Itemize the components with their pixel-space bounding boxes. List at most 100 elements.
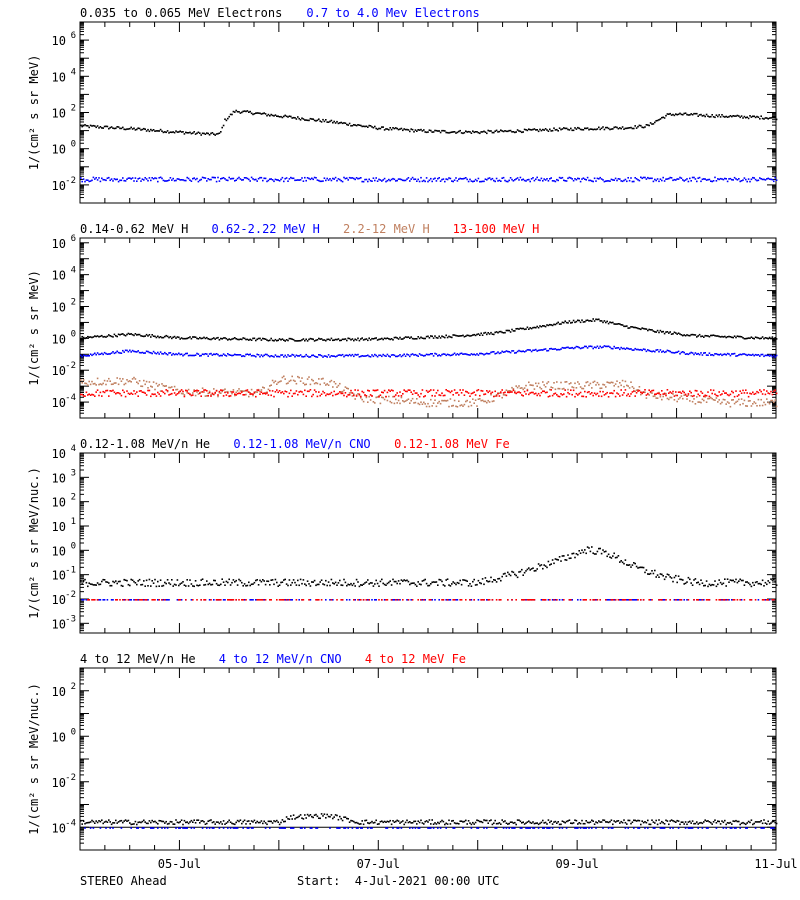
data-point bbox=[508, 129, 510, 132]
data-point bbox=[479, 398, 481, 400]
data-point bbox=[354, 178, 356, 181]
data-point bbox=[663, 392, 666, 395]
data-point bbox=[96, 599, 99, 601]
data-point bbox=[269, 389, 271, 392]
data-point bbox=[570, 557, 572, 559]
data-point bbox=[235, 354, 237, 356]
data-point bbox=[176, 393, 179, 395]
data-point bbox=[292, 354, 295, 356]
data-point bbox=[344, 354, 347, 357]
data-point bbox=[238, 176, 240, 179]
data-point bbox=[694, 578, 697, 580]
data-point bbox=[280, 392, 282, 394]
data-point bbox=[690, 391, 692, 394]
data-point bbox=[312, 178, 314, 181]
data-point bbox=[92, 394, 95, 396]
data-point bbox=[589, 128, 592, 130]
data-point bbox=[679, 112, 681, 115]
data-point bbox=[264, 177, 267, 180]
data-point bbox=[379, 580, 382, 583]
data-point bbox=[628, 348, 631, 350]
data-point bbox=[183, 584, 186, 586]
data-point bbox=[117, 392, 120, 394]
data-point bbox=[525, 328, 527, 330]
data-point bbox=[710, 354, 712, 356]
data-point bbox=[178, 178, 180, 180]
data-point bbox=[766, 583, 768, 586]
data-point bbox=[147, 387, 149, 389]
data-point bbox=[285, 356, 288, 358]
data-point bbox=[238, 578, 240, 581]
data-point bbox=[322, 390, 324, 393]
data-point bbox=[441, 335, 443, 337]
data-point bbox=[425, 353, 428, 356]
data-point bbox=[423, 395, 425, 398]
data-point bbox=[661, 331, 663, 333]
data-point bbox=[276, 355, 278, 358]
data-point bbox=[305, 395, 307, 397]
data-point bbox=[600, 178, 603, 180]
data-point bbox=[277, 381, 279, 384]
data-point bbox=[109, 126, 111, 129]
data-point bbox=[222, 389, 225, 391]
data-point bbox=[421, 337, 424, 339]
data-point bbox=[393, 395, 396, 398]
data-point bbox=[273, 356, 275, 358]
data-point bbox=[704, 396, 706, 398]
data-point bbox=[642, 126, 645, 129]
data-point bbox=[747, 400, 750, 402]
data-point bbox=[397, 580, 400, 582]
data-point bbox=[705, 394, 708, 397]
data-point bbox=[684, 112, 687, 114]
data-point bbox=[486, 352, 488, 355]
data-point bbox=[234, 394, 236, 397]
data-point bbox=[393, 354, 396, 357]
data-point bbox=[508, 351, 510, 353]
data-point bbox=[227, 599, 229, 601]
data-point bbox=[316, 599, 319, 601]
data-point bbox=[504, 351, 506, 353]
data-point bbox=[186, 579, 188, 581]
data-point bbox=[446, 578, 449, 580]
data-point bbox=[572, 347, 575, 350]
data-point bbox=[406, 399, 408, 401]
data-point bbox=[393, 336, 396, 339]
data-point bbox=[651, 329, 653, 331]
data-point bbox=[726, 180, 729, 183]
data-point bbox=[466, 353, 468, 356]
data-point bbox=[571, 386, 573, 388]
data-point bbox=[627, 127, 629, 129]
data-point bbox=[248, 111, 250, 113]
data-point bbox=[596, 599, 599, 601]
data-point bbox=[500, 579, 502, 582]
data-point bbox=[467, 585, 470, 587]
data-point bbox=[581, 395, 583, 398]
data-point bbox=[532, 349, 534, 352]
data-point bbox=[462, 334, 464, 337]
data-point bbox=[504, 179, 506, 182]
data-point bbox=[739, 578, 741, 581]
data-point bbox=[378, 599, 380, 601]
data-point bbox=[596, 550, 599, 553]
data-point bbox=[185, 352, 187, 355]
data-point bbox=[110, 335, 113, 338]
data-point bbox=[369, 582, 372, 584]
data-point bbox=[353, 124, 355, 126]
data-point bbox=[586, 347, 589, 349]
data-point bbox=[225, 337, 228, 340]
data-point bbox=[348, 122, 351, 125]
data-point bbox=[687, 114, 690, 116]
data-point bbox=[89, 383, 92, 386]
data-point bbox=[466, 391, 468, 393]
data-point bbox=[697, 581, 699, 584]
data-point bbox=[388, 581, 390, 584]
data-point bbox=[375, 177, 377, 179]
data-point bbox=[242, 394, 244, 396]
data-point bbox=[605, 180, 607, 182]
data-point bbox=[326, 121, 328, 123]
data-point bbox=[239, 819, 242, 821]
data-point bbox=[640, 176, 642, 179]
data-point bbox=[242, 179, 244, 181]
data-point bbox=[245, 177, 247, 179]
